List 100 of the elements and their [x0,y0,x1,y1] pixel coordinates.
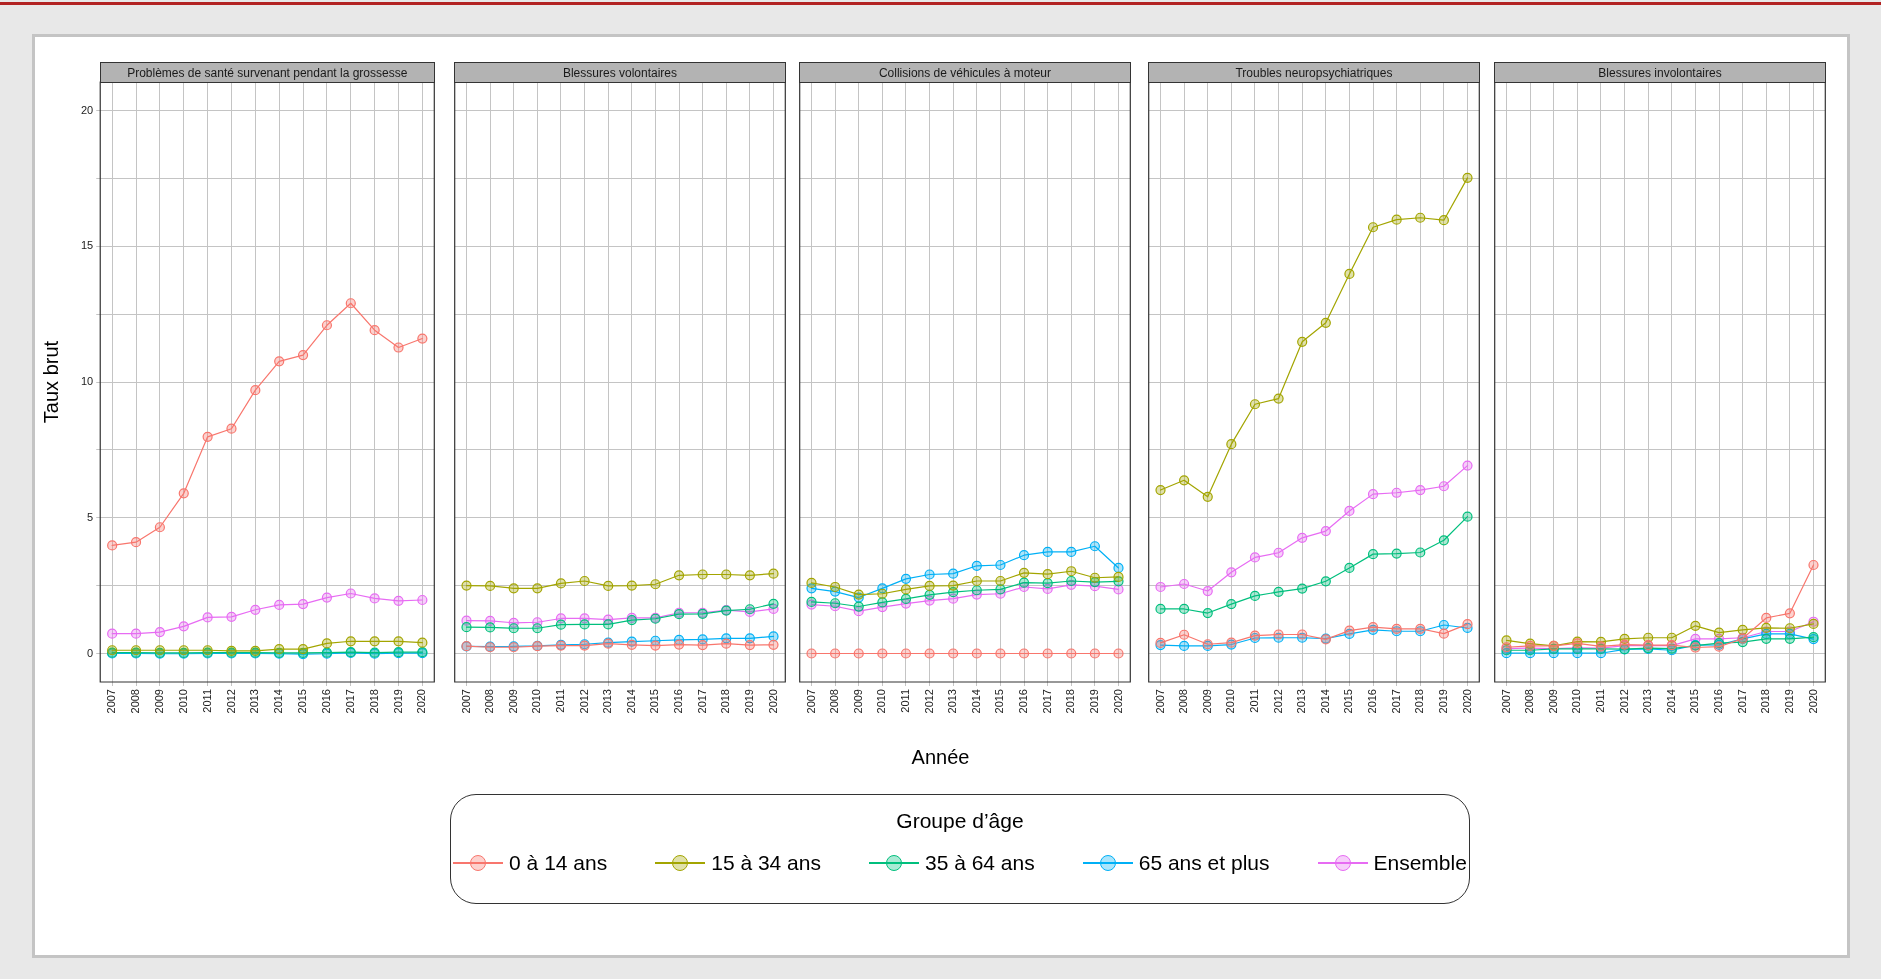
x-tick-label: 2017 [1040,689,1053,714]
point [948,580,959,591]
legend-label: 15 à 34 ans [711,851,821,875]
x-tick-label: 2020 [1111,689,1124,714]
point [1113,562,1124,574]
x-tick-label: 2014 [624,689,637,714]
chart-title: Collisions de véhicules à moteur [799,62,1131,83]
point [1438,535,1449,546]
point [995,584,1006,595]
x-tick-label: 2013 [1295,689,1308,714]
point [555,619,567,630]
point [508,583,519,594]
point [417,333,428,344]
point [393,342,404,353]
point [274,599,285,610]
x-tick-label: 2010 [1224,689,1237,714]
point [877,648,888,659]
point [1226,598,1237,610]
point [1690,620,1701,631]
x-tick-label: 2009 [851,689,864,714]
point [924,589,935,600]
point [603,619,614,630]
point [345,636,356,647]
point [1179,640,1190,651]
point [1320,317,1331,328]
point [532,583,543,594]
point [369,636,380,647]
point [924,648,935,659]
point [1066,648,1077,659]
x-tick-label: 2019 [742,689,755,714]
point [1391,214,1402,225]
y-tick-label: 0 [87,646,94,659]
point [1089,648,1100,659]
point [417,594,428,606]
legend-title: Groupe d’âge [895,809,1025,833]
x-tick-label: 2014 [272,689,285,714]
point [1226,567,1237,578]
point [1462,460,1473,471]
point [877,588,888,599]
point [1391,548,1402,559]
point [297,350,309,361]
point [297,598,309,610]
point [1018,577,1030,588]
point [1202,491,1213,502]
point [226,611,237,622]
point [650,640,661,651]
x-tick-label: 2015 [1342,689,1355,714]
point [1155,581,1166,593]
point [393,595,404,606]
point [806,648,817,659]
point [130,628,142,639]
point [830,581,841,593]
point [995,575,1006,587]
point [626,580,637,591]
legend-label: Ensemble [1373,851,1467,875]
point [1113,584,1124,595]
point [1320,576,1331,587]
point [1462,172,1473,183]
x-tick-label: 2008 [1523,689,1536,714]
x-tick-label: 2014 [1318,689,1331,714]
x-tick-label: 2007 [1499,689,1512,714]
point [532,623,543,634]
x-tick-label: 2015 [1688,689,1701,714]
y-axis-title: Taux brut [39,340,62,424]
point [697,639,708,651]
point [321,320,333,331]
point [900,584,912,595]
point [1297,532,1308,543]
point [369,325,380,336]
point [202,612,213,623]
point [1737,624,1748,635]
x-tick-label: 2008 [129,689,142,714]
point [1784,608,1795,619]
x-tick-label: 2020 [766,689,779,714]
point [1273,393,1284,404]
point [508,623,519,634]
point [1273,586,1284,597]
x-tick-label: 2010 [1570,689,1583,714]
point [345,588,356,599]
x-tick-label: 2007 [804,689,817,714]
point [321,638,333,649]
x-tick-label: 2012 [922,689,935,714]
point [948,568,959,579]
x-tick-label: 2013 [1641,689,1654,714]
point [1438,628,1449,639]
point [853,648,864,659]
point [1042,546,1053,558]
x-tick-label: 2018 [367,689,380,714]
point [1179,578,1190,590]
x-tick-label: 2011 [1248,689,1260,713]
point [1202,607,1213,619]
x-tick-label: 2012 [577,689,590,714]
x-tick-label: 2016 [1017,689,1030,714]
x-tick-label: 2011 [1594,689,1606,713]
x-tick-label: 2013 [601,689,614,714]
point [1808,559,1819,571]
x-tick-label: 2017 [695,689,708,714]
point [1066,546,1077,558]
point [1784,633,1795,644]
chart-title: Problèmes de santé survenant pendant la grossesse [99,62,435,83]
